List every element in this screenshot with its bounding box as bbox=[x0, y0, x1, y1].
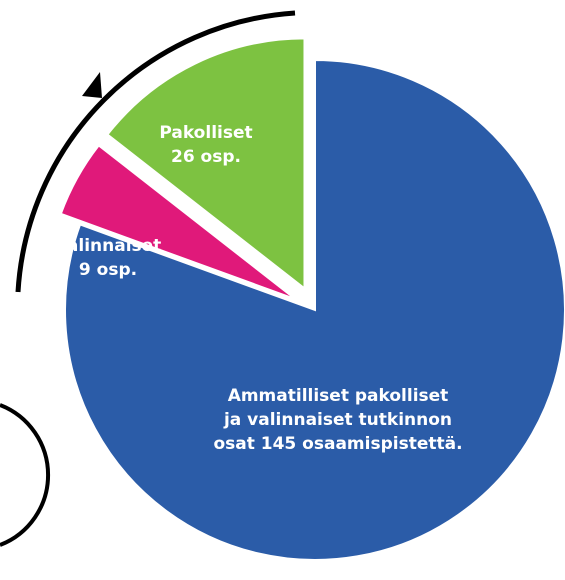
slice-label: 9 osp. bbox=[79, 260, 137, 280]
slice-label: Pakolliset bbox=[159, 123, 252, 143]
slice-label: 26 osp. bbox=[171, 147, 241, 167]
decorative-circle bbox=[0, 403, 51, 547]
slice-label: Valinnaiset bbox=[55, 236, 162, 256]
slice-label: osat 145 osaamispistettä. bbox=[213, 434, 462, 454]
arc-arrowhead bbox=[82, 72, 102, 98]
pie-slice bbox=[64, 58, 565, 561]
slice-label: ja valinnaiset tutkinnon bbox=[223, 410, 452, 430]
pie-slice bbox=[106, 37, 306, 291]
pie-slice bbox=[59, 144, 297, 301]
slice-label: Ammatilliset pakolliset bbox=[228, 386, 449, 406]
decorative-arc bbox=[15, 10, 296, 293]
